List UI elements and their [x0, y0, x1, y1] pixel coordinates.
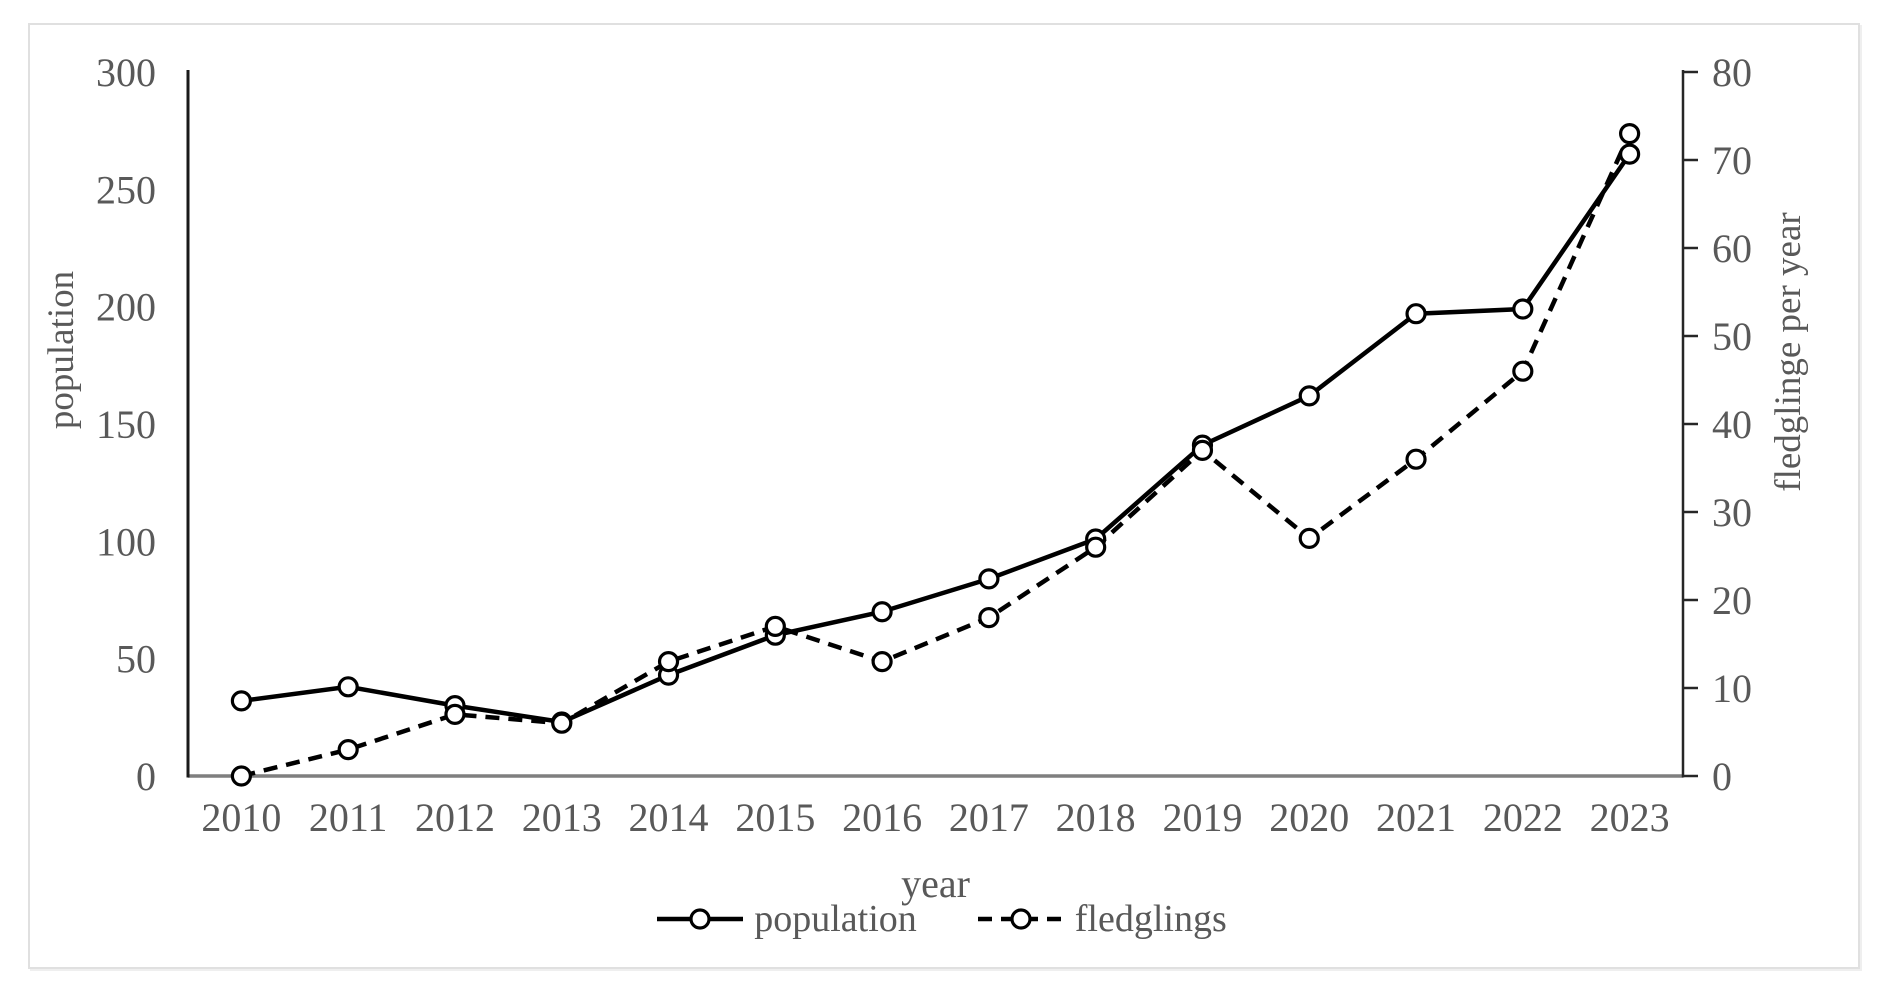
left-axis-tick-label: 0	[136, 754, 156, 799]
left-axis-title: population	[41, 270, 82, 430]
population-marker-2023	[1619, 143, 1641, 165]
fledglings-marker-2013	[551, 712, 573, 734]
legend-item-population: population	[654, 897, 917, 941]
x-axis-tick-label: 2013	[522, 795, 602, 840]
x-axis-tick-label: 2017	[949, 795, 1029, 840]
fledglings-marker-2017	[978, 606, 1000, 629]
x-axis-tick-label: 2014	[629, 795, 709, 840]
right-axis-tick-label: 50	[1712, 314, 1752, 359]
population-line-sample-icon	[657, 908, 744, 930]
chart-legend: population fledglings	[0, 897, 1881, 941]
fledglings-line	[240, 132, 1632, 779]
x-axis-tick-label: 2023	[1590, 795, 1670, 840]
chart-panel	[28, 23, 1860, 969]
x-axis-tick-label: 2018	[1056, 795, 1136, 840]
fledglings-marker-2016	[871, 650, 893, 673]
fledglings-marker-2010	[230, 765, 252, 787]
right-axis-tick-label: 20	[1712, 578, 1752, 623]
fledglings-marker-2023	[1619, 123, 1641, 145]
fledglings-marker-2015	[764, 615, 786, 638]
x-axis-tick-label: 2019	[1162, 795, 1242, 840]
fledglings-marker-2020	[1298, 527, 1320, 550]
x-axis-tick-label: 2022	[1483, 795, 1563, 840]
right-axis-tick-label: 60	[1712, 226, 1752, 271]
left-axis-tick-label: 150	[96, 402, 156, 447]
fledglings-marker-2021	[1405, 448, 1427, 470]
legend-item-fledglings: fledglings	[975, 897, 1227, 941]
x-axis-tick-label: 2010	[201, 795, 281, 840]
x-axis-tick-label: 2021	[1376, 795, 1456, 840]
x-axis-tick-label: 2015	[735, 795, 815, 840]
population-marker-2021	[1405, 303, 1427, 325]
left-axis-tick-label: 300	[96, 50, 156, 95]
population-marker-2010	[230, 690, 252, 712]
fledglings-marker-2011	[337, 738, 359, 761]
x-axis-tick-label: 2020	[1269, 795, 1349, 840]
population-marker-2011	[337, 676, 359, 698]
fledglings-line-sample-icon	[977, 908, 1064, 930]
x-axis-tick-label: 2011	[309, 795, 388, 840]
right-axis-tick-label: 80	[1712, 50, 1752, 95]
right-axis-tick-label: 40	[1712, 402, 1752, 447]
fledglings-marker-2022	[1512, 360, 1534, 382]
right-axis-tick-label: 70	[1712, 138, 1752, 183]
legend-label-population: population	[754, 898, 917, 940]
fledglings-marker-2012	[444, 703, 466, 726]
right-axis-tick-label: 0	[1712, 754, 1732, 799]
fledglings-marker-2018	[1085, 536, 1107, 558]
population-marker-2020	[1298, 385, 1320, 407]
population-marker-2022	[1512, 298, 1534, 320]
fledglings-marker-2014	[657, 650, 680, 673]
fledglings-marker-2019	[1191, 439, 1214, 461]
left-axis-tick-label: 100	[96, 519, 156, 564]
right-axis-tick-label: 30	[1712, 490, 1752, 535]
x-axis-tick-label: 2012	[415, 795, 495, 840]
population-marker-2016	[871, 601, 893, 623]
x-axis-tick-label: 2016	[842, 795, 922, 840]
left-axis-tick-label: 50	[116, 637, 156, 682]
left-axis-tick-label: 200	[96, 285, 156, 330]
right-axis-tick-label: 10	[1712, 666, 1752, 711]
right-axis-title: fledglinge per year	[1768, 212, 1809, 492]
x-axis-title: year	[901, 861, 970, 906]
population-marker-2017	[978, 568, 1000, 590]
legend-label-fledglings: fledglings	[1074, 898, 1227, 940]
population-line	[241, 152, 1632, 725]
left-axis-tick-label: 250	[96, 167, 156, 212]
